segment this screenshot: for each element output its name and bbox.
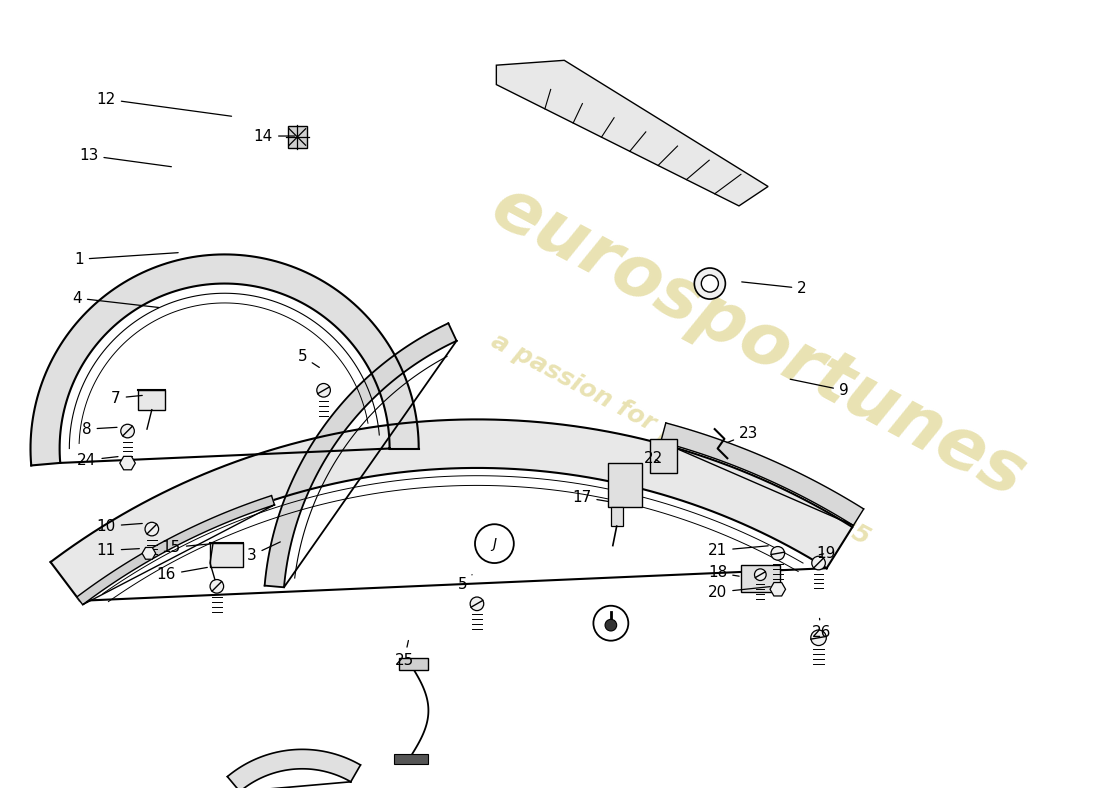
Circle shape <box>145 522 158 536</box>
Bar <box>288 126 307 148</box>
Text: 1: 1 <box>74 252 178 266</box>
Polygon shape <box>77 496 275 605</box>
Polygon shape <box>496 60 768 206</box>
Text: 20: 20 <box>708 585 770 600</box>
Text: 11: 11 <box>97 543 140 558</box>
Bar <box>210 543 243 567</box>
Text: 13: 13 <box>79 148 172 166</box>
Circle shape <box>210 579 223 593</box>
Bar <box>399 658 428 670</box>
Text: a passion for parts since 1985: a passion for parts since 1985 <box>487 328 874 550</box>
Bar <box>395 754 428 764</box>
Bar <box>650 439 676 473</box>
Circle shape <box>121 424 134 438</box>
Circle shape <box>771 546 784 560</box>
Circle shape <box>317 383 330 397</box>
Polygon shape <box>31 254 419 466</box>
Circle shape <box>811 630 826 646</box>
Text: 8: 8 <box>82 422 117 437</box>
Text: 9: 9 <box>790 379 849 398</box>
Bar <box>608 463 642 506</box>
Text: 5: 5 <box>458 574 472 592</box>
Bar <box>741 565 780 592</box>
Polygon shape <box>51 419 852 601</box>
Polygon shape <box>142 547 156 559</box>
Circle shape <box>694 268 725 299</box>
Text: 16: 16 <box>156 567 207 582</box>
Text: 5: 5 <box>297 349 319 367</box>
Circle shape <box>470 597 484 610</box>
Text: 22: 22 <box>644 450 663 466</box>
Bar <box>139 390 165 410</box>
Circle shape <box>475 524 514 563</box>
Circle shape <box>593 606 628 641</box>
Text: 23: 23 <box>727 426 758 442</box>
Polygon shape <box>228 750 361 791</box>
Text: 21: 21 <box>708 543 768 558</box>
Polygon shape <box>265 323 456 587</box>
Circle shape <box>755 569 766 581</box>
Text: 12: 12 <box>97 92 232 116</box>
Circle shape <box>605 619 617 631</box>
Text: 24: 24 <box>77 453 118 468</box>
Text: 10: 10 <box>97 518 142 534</box>
Text: 17: 17 <box>572 490 608 505</box>
Text: 26: 26 <box>812 618 832 641</box>
Text: 19: 19 <box>816 546 836 561</box>
Text: 25: 25 <box>395 641 414 667</box>
Circle shape <box>812 556 825 570</box>
Polygon shape <box>661 423 864 526</box>
Bar <box>610 506 623 526</box>
Polygon shape <box>770 582 785 596</box>
Text: 4: 4 <box>73 290 158 307</box>
Text: 2: 2 <box>741 281 807 296</box>
Polygon shape <box>120 456 135 470</box>
Text: J: J <box>493 537 496 550</box>
Text: 14: 14 <box>254 129 295 143</box>
Text: 7: 7 <box>111 390 142 406</box>
Text: 15: 15 <box>162 540 210 555</box>
Circle shape <box>702 275 718 292</box>
Text: eurosportunes: eurosportunes <box>480 172 1037 512</box>
Text: 18: 18 <box>708 566 739 580</box>
Text: 3: 3 <box>246 542 280 562</box>
